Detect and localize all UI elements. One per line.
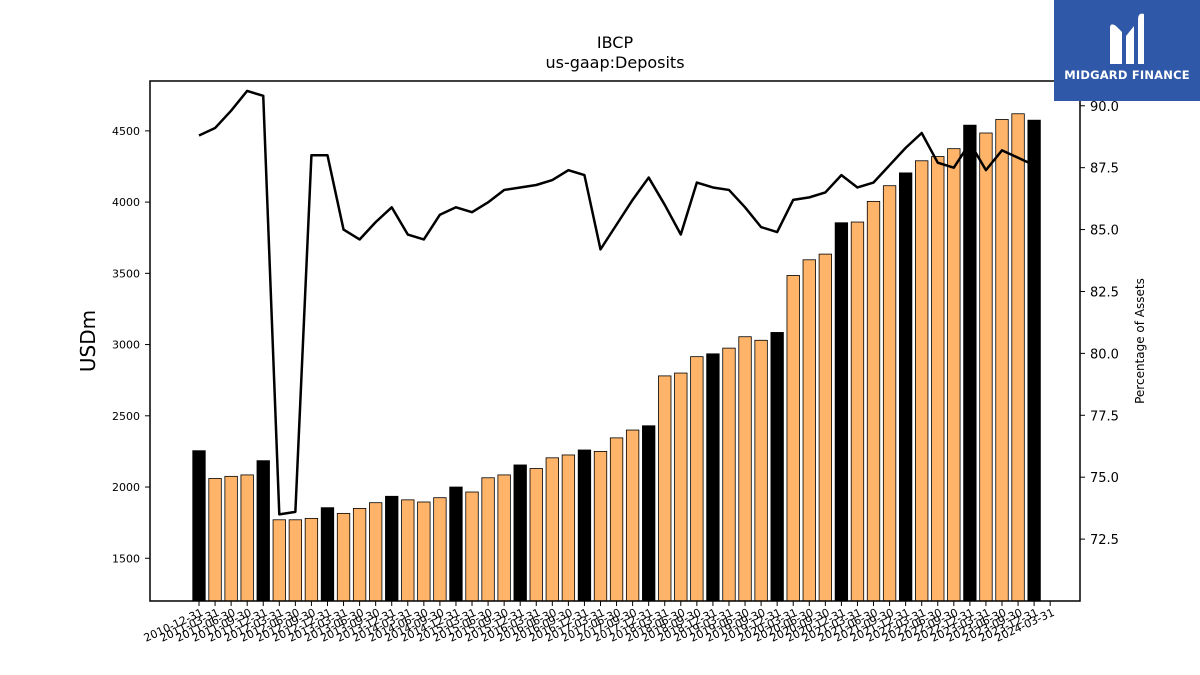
bar-2017-03-31 — [593, 451, 608, 602]
y2-tick-label: 75.0 — [1090, 471, 1119, 486]
bar-2021-09-30 — [882, 185, 897, 602]
logo-text: MIDGARD FINANCE — [1064, 68, 1190, 82]
chart-subtitle: us-gaap:Deposits — [545, 53, 684, 72]
line-layer — [198, 89, 1035, 516]
bar-2015-09-30 — [497, 474, 511, 602]
bar-2013-12-31 — [385, 495, 399, 602]
bar-2023-12-31 — [1027, 119, 1041, 602]
bar-2017-06-30 — [609, 437, 624, 602]
midgard-finance-logo: MIDGARD FINANCE — [1054, 0, 1200, 101]
bars-layer — [192, 113, 1041, 602]
bar-2013-06-30 — [352, 507, 367, 602]
bar-2016-06-30 — [545, 457, 559, 602]
bar-2016-09-30 — [561, 454, 576, 602]
bar-2023-03-31 — [979, 132, 993, 602]
bar-2013-09-30 — [369, 502, 383, 602]
bar-2019-03-31 — [722, 347, 736, 602]
bar-2018-06-30 — [674, 372, 688, 602]
bar-2023-06-30 — [995, 119, 1009, 602]
bar-2014-06-30 — [417, 501, 431, 602]
bar-2019-06-30 — [738, 336, 752, 602]
bar-2019-12-31 — [770, 332, 784, 602]
bar-2019-09-30 — [754, 339, 768, 602]
y2-tick-label: 80.0 — [1090, 347, 1119, 362]
bar-2015-03-31 — [465, 491, 479, 602]
bar-2011-06-30 — [224, 475, 238, 602]
y-tick-label: 1500 — [112, 552, 140, 565]
bar-2018-09-30 — [690, 356, 704, 602]
bar-2020-12-31 — [834, 222, 849, 602]
bar-2011-03-31 — [208, 478, 222, 602]
bar-2011-09-30 — [240, 474, 254, 602]
bar-2020-06-30 — [802, 259, 816, 602]
bar-2023-09-30 — [1011, 113, 1025, 602]
y2-tick-label: 82.5 — [1090, 285, 1119, 300]
y2-tick-label: 87.5 — [1090, 162, 1119, 177]
y-axis-label: USDm — [76, 310, 100, 372]
bar-2022-12-31 — [963, 124, 977, 602]
y-tick-label: 4000 — [112, 196, 140, 209]
y2-tick-label: 77.5 — [1090, 409, 1119, 424]
bar-2022-09-30 — [947, 148, 961, 602]
bar-2015-12-31 — [513, 464, 527, 602]
y-tick-label: 4500 — [112, 125, 140, 138]
bar-2012-06-30 — [288, 519, 303, 602]
bar-2015-06-30 — [481, 477, 495, 602]
bar-2018-12-31 — [706, 353, 720, 602]
bar-2022-03-31 — [915, 160, 929, 602]
logo-mark-icon — [1110, 13, 1144, 65]
bar-2013-03-31 — [336, 512, 351, 602]
bar-2020-03-31 — [786, 275, 800, 602]
bar-2020-09-30 — [818, 253, 832, 602]
bar-2011-12-31 — [256, 460, 270, 602]
y-tick-label: 3000 — [112, 339, 140, 352]
y2-tick-label: 72.5 — [1090, 533, 1119, 548]
bar-2016-12-31 — [577, 449, 592, 602]
bar-2022-06-30 — [931, 156, 945, 602]
percentage-of-assets-line — [198, 89, 1035, 516]
bar-2016-03-31 — [529, 468, 543, 602]
bar-2010-12-31 — [192, 450, 206, 602]
y-tick-label: 2000 — [112, 481, 140, 494]
y2-tick-label: 90.0 — [1090, 100, 1119, 115]
y2-tick-label: 85.0 — [1090, 224, 1119, 239]
bar-2012-09-30 — [304, 517, 319, 602]
chart-title: IBCP — [597, 33, 634, 52]
bar-2018-03-31 — [658, 375, 672, 602]
bar-2014-09-30 — [433, 497, 447, 602]
ticks-layer: 1500 2000 2500 3000 3500 4000 4500 72.5 75.0 77.5… — [112, 100, 1119, 645]
bar-2017-12-31 — [642, 425, 656, 602]
bar-2021-12-31 — [898, 172, 913, 602]
bar-2017-09-30 — [625, 429, 640, 602]
bar-2021-03-31 — [850, 221, 865, 602]
bar-2021-06-30 — [866, 200, 881, 602]
y-tick-label: 2500 — [112, 410, 140, 423]
y2-axis-label: Percentage of Assets — [1133, 278, 1147, 404]
y-tick-label: 3500 — [112, 267, 140, 280]
bar-2012-03-31 — [272, 519, 286, 602]
plot-frame — [149, 80, 1081, 602]
bar-2014-12-31 — [449, 486, 463, 602]
bar-2014-03-31 — [401, 499, 415, 602]
bar-2012-12-31 — [320, 507, 335, 602]
